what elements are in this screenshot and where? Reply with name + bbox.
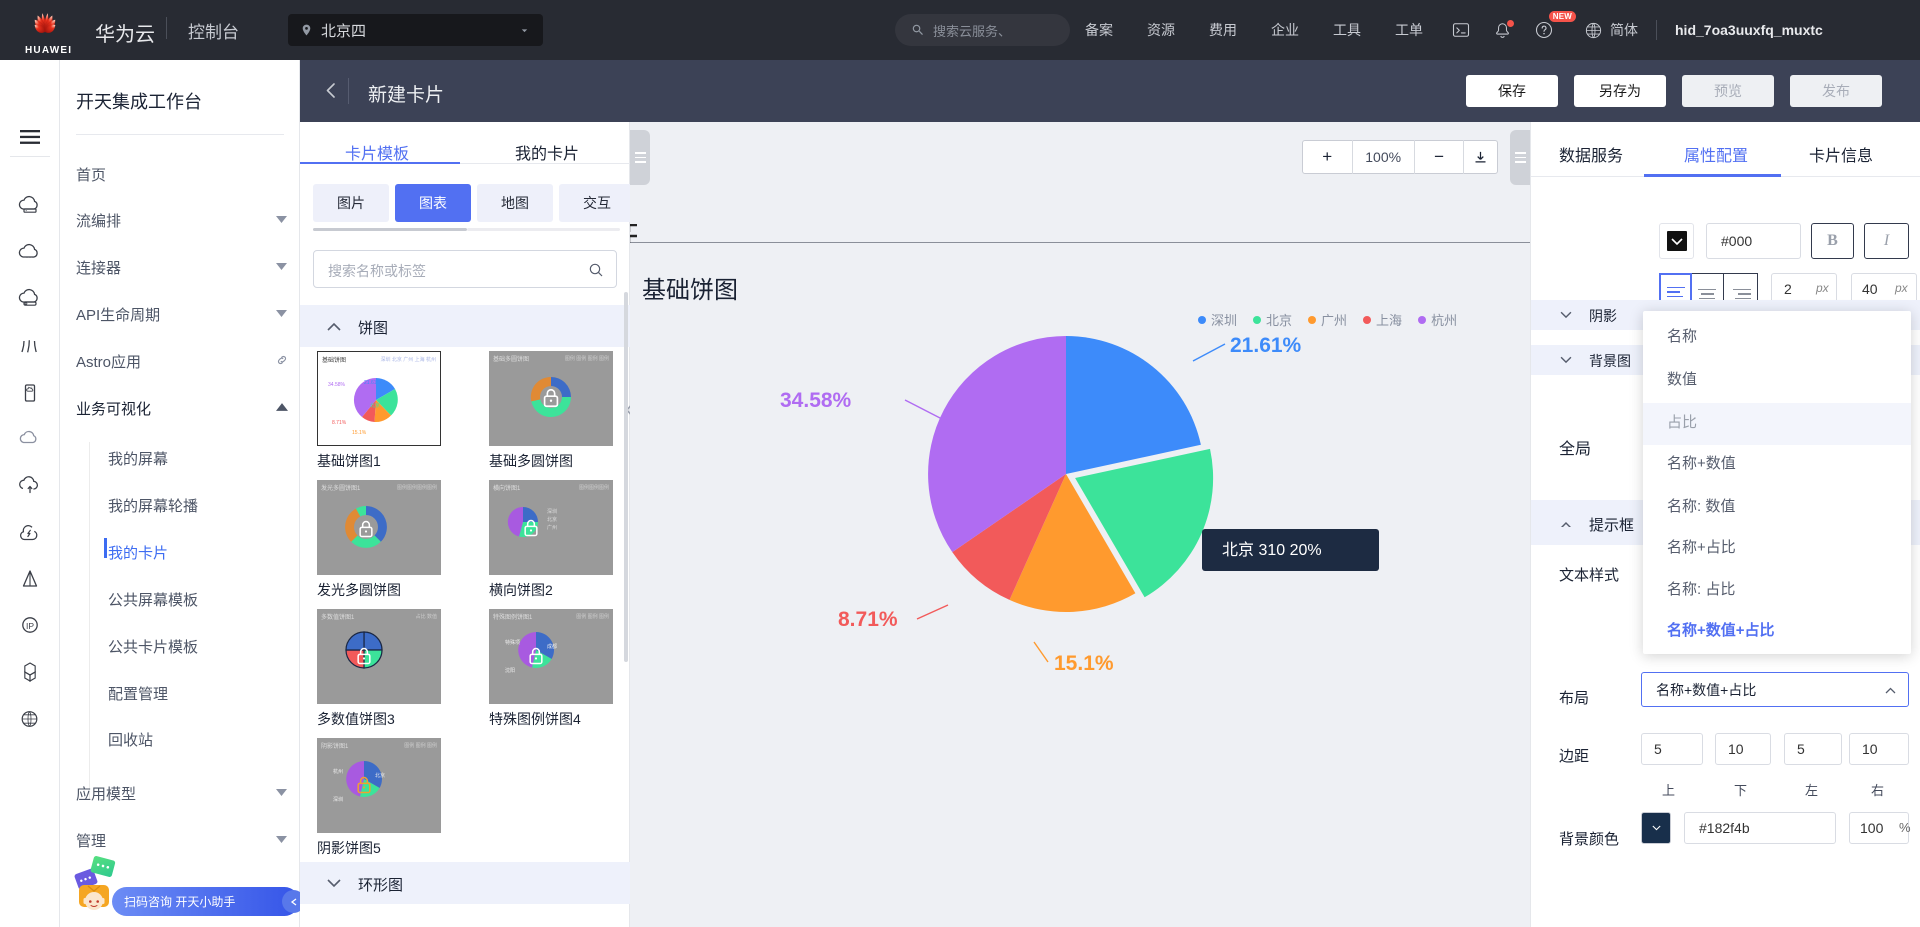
svg-text:21.61%: 21.61% [1230, 334, 1302, 357]
svg-text:15.1%: 15.1% [1054, 652, 1114, 675]
svg-text:34.58%: 34.58% [780, 389, 852, 412]
svg-text:8.71%: 8.71% [838, 608, 898, 631]
svg-text:IP: IP [26, 621, 34, 631]
svg-text:北京 310 20%: 北京 310 20% [1222, 541, 1322, 559]
